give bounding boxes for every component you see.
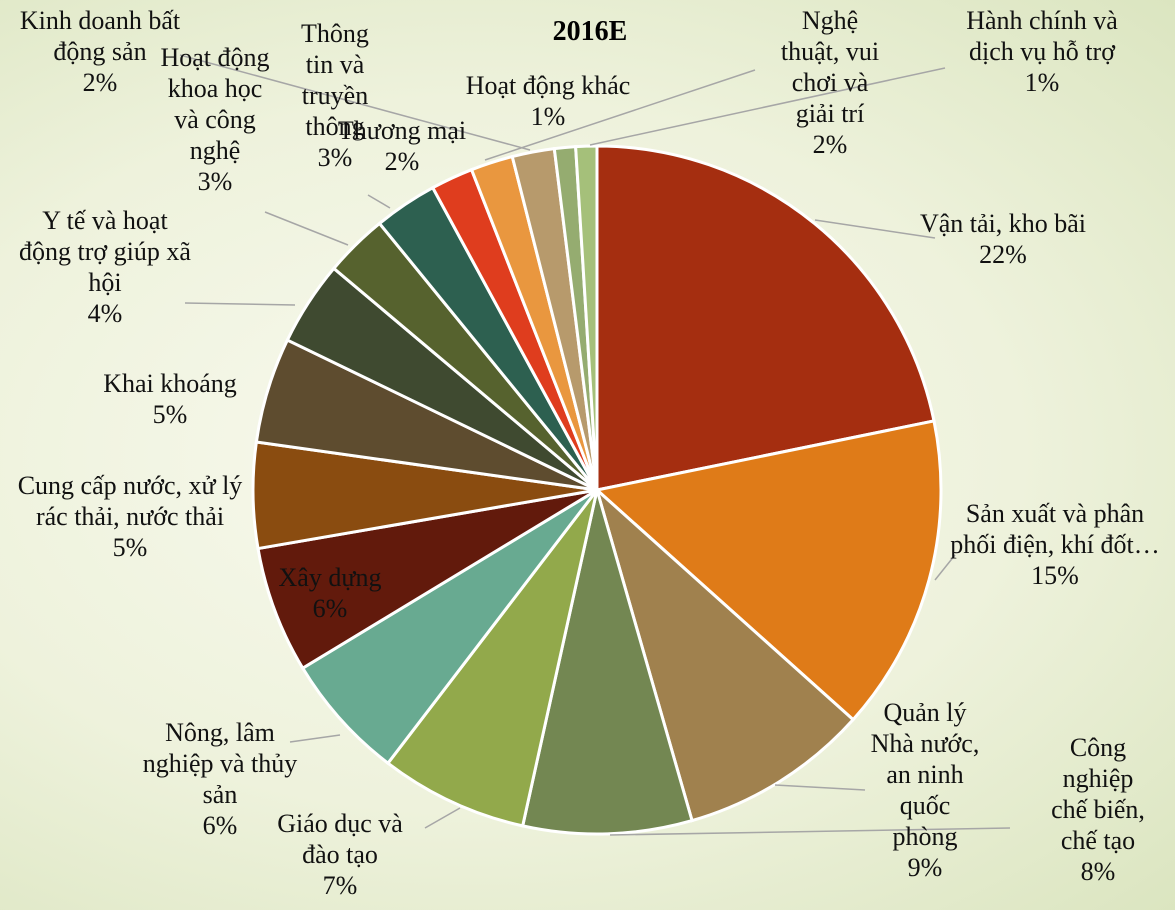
category-label: Hoạt động khác — [465, 71, 631, 100]
value-label: 2% — [812, 130, 848, 159]
category-label: Kinh doanh bất động sản — [19, 6, 181, 66]
value-label: 4% — [87, 299, 123, 328]
category-label: Quản lý Nhà nước, an ninh quốc phòng — [870, 698, 980, 851]
slice-label: Vận tải, kho bãi 22% — [918, 208, 1088, 270]
pie-slice — [595, 144, 936, 492]
leader-line — [179, 54, 531, 151]
pie-slice — [520, 489, 694, 836]
slice-label: Hoạt động khoa học và công nghệ 3% — [160, 42, 270, 197]
slice-label: Giáo dục và đào tạo 7% — [260, 808, 420, 901]
slice-label: Hành chính và dịch vụ hỗ trợ 1% — [942, 5, 1142, 98]
value-label: 8% — [1080, 857, 1116, 886]
slice-label: Quản lý Nhà nước, an ninh quốc phòng 9% — [870, 697, 980, 883]
slice-label: Kinh doanh bất động sản 2% — [3, 5, 198, 98]
category-label: Xây dựng — [278, 563, 382, 592]
leader-line — [484, 69, 756, 161]
value-label: 9% — [907, 853, 943, 882]
leader-line — [934, 554, 956, 581]
pie-slice — [300, 488, 599, 766]
value-label: 7% — [322, 871, 358, 900]
category-label: Giáo dục và đào tạo — [277, 809, 403, 869]
slice-label: Nông, lâm nghiệp và thủy sản 6% — [133, 717, 308, 841]
value-label: 5% — [112, 533, 148, 562]
category-label: Sản xuất và phân phối điện, khí đốt… — [950, 499, 1160, 559]
slice-label: Cung cấp nước, xử lý rác thải, nước thải… — [18, 470, 243, 563]
category-label: Công nghiệp chế biến, chế tạo — [1051, 733, 1145, 855]
chart-title: 2016E — [552, 16, 628, 47]
leader-line — [774, 784, 866, 791]
leader-line — [289, 734, 341, 743]
category-label: Hoạt động khoa học và công nghệ — [160, 43, 270, 165]
slice-label: Công nghiệp chế biến, chế tạo 8% — [1048, 732, 1148, 887]
category-label: Thông tin và truyền thông — [301, 19, 369, 141]
slice-label: Khai khoáng 5% — [80, 368, 260, 430]
category-label: Khai khoáng — [103, 369, 237, 398]
leader-line — [609, 827, 1011, 836]
value-label: 2% — [82, 68, 118, 97]
category-label: Vận tải, kho bãi — [919, 209, 1087, 238]
value-label: 5% — [152, 400, 188, 429]
category-label: Nghệ thuật, vui chơi và giải trí — [780, 6, 880, 128]
slice-label: Thương mại 2% — [327, 115, 477, 177]
leader-line — [184, 302, 296, 306]
leader-line — [589, 67, 946, 146]
value-label: 1% — [1024, 68, 1060, 97]
pie-slice — [385, 489, 599, 828]
category-label: Thương mại — [337, 116, 467, 145]
pie-slice — [594, 485, 856, 823]
leader-line — [367, 194, 391, 209]
value-label: 3% — [197, 167, 233, 196]
value-label: 6% — [312, 594, 348, 623]
value-label: 6% — [202, 811, 238, 840]
category-label: Cung cấp nước, xử lý rác thải, nước thải — [17, 471, 243, 531]
value-label: 2% — [384, 147, 420, 176]
value-label: 3% — [317, 143, 353, 172]
leader-line — [814, 219, 936, 239]
category-label: Y tế và hoạt động trợ giúp xã hội — [19, 206, 191, 297]
value-label: 22% — [979, 240, 1027, 269]
pie-slice — [593, 419, 943, 722]
slice-label: Hoạt động khác 1% — [438, 70, 658, 132]
slice-label: Thông tin và truyền thông 3% — [290, 18, 380, 173]
leader-line — [264, 211, 349, 246]
leader-line — [424, 807, 461, 829]
slice-label: Nghệ thuật, vui chơi và giải trí 2% — [775, 5, 885, 160]
slice-label: Sản xuất và phân phối điện, khí đốt… 15% — [950, 498, 1160, 591]
pie-slice — [574, 144, 599, 491]
slice-label: Xây dựng 6% — [265, 562, 395, 624]
slice-label: Y tế và hoạt động trợ giúp xã hội 4% — [18, 205, 193, 329]
category-label: Hành chính và dịch vụ hỗ trợ — [966, 6, 1118, 66]
value-label: 15% — [1031, 561, 1079, 590]
category-label: Nông, lâm nghiệp và thủy sản — [142, 718, 298, 809]
value-label: 1% — [530, 102, 566, 131]
